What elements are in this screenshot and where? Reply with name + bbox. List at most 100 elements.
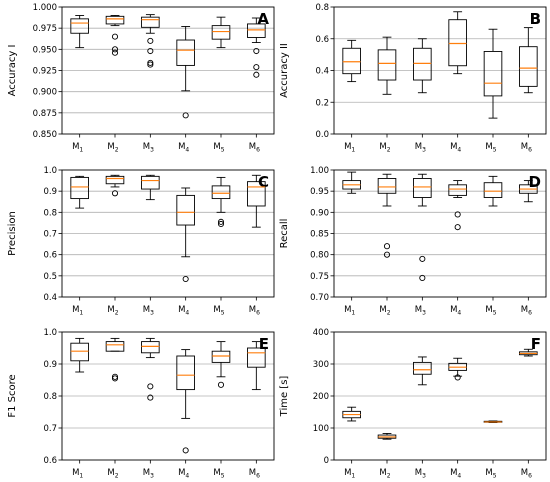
outlier-point (253, 47, 260, 55)
panel-c-ytick-label: 0.7 (43, 230, 57, 240)
panel-d-xtick-label: M4 (450, 305, 461, 317)
iqr-box (247, 347, 266, 368)
outlier-point (111, 33, 119, 40)
panel-c-box-m4 (176, 187, 195, 283)
panel-d-xtick-label: M5 (485, 305, 496, 317)
panel-b-xtick-label: M3 (415, 142, 426, 154)
panel-c-box-m5 (211, 176, 231, 228)
iqr-box (448, 19, 467, 67)
panel-f-ytick-label: 100 (313, 424, 329, 434)
panel-d-ytick-label: 1.00 (310, 166, 329, 176)
outlier-point (111, 49, 119, 56)
panel-c-ytick-label: 0.4 (43, 293, 57, 303)
outlier-point (454, 224, 461, 231)
panel-b-box-m2 (377, 36, 397, 95)
panel-e-box-m5 (211, 341, 231, 388)
outlier-point (383, 251, 391, 258)
panel-c-xtick-label: M5 (213, 305, 224, 317)
panel-e-letter: E (259, 335, 269, 353)
panel-d-axes-frame (333, 169, 547, 298)
panel-a-xtick-label: M5 (213, 142, 224, 154)
panel-b-ylabel: Accuracy II (279, 43, 290, 98)
iqr-box (141, 175, 160, 190)
panel-b-box-m5 (483, 28, 503, 119)
panel-e-ytick-label: 0.6 (43, 456, 57, 466)
iqr-box (448, 184, 467, 196)
panel-c-xtick-label: M6 (249, 305, 260, 317)
panel-a-ytick-label: 0.875 (33, 109, 57, 119)
panel-c-box-m2 (105, 174, 125, 197)
panel-f-xtick-label: M4 (450, 468, 461, 480)
panel-a-box-m2 (105, 15, 125, 56)
panel-b-ytick-label: 0.0 (315, 130, 329, 140)
panel-a-xtick-label: M1 (72, 142, 83, 154)
iqr-box (247, 23, 266, 38)
panel-c-xtick-label: M1 (72, 305, 83, 317)
panel-e-xtick-label: M4 (178, 468, 189, 480)
panel-e-xtick-label: M3 (143, 468, 154, 480)
panel-c-box-m3 (141, 174, 160, 201)
iqr-box (413, 178, 432, 198)
panel-b-letter: B (530, 10, 541, 28)
panel-c-box-m1 (70, 175, 89, 209)
panel-c-axes-frame (61, 169, 275, 298)
iqr-box (483, 182, 503, 198)
panel-f-xtick-label: M1 (344, 468, 355, 480)
outlier-point (419, 274, 426, 282)
iqr-box (342, 47, 361, 75)
panel-a-letter: A (257, 10, 269, 28)
panel-b-xtick-label: M5 (485, 142, 496, 154)
panel-d-ytick-label: 0.85 (310, 230, 329, 240)
panel-e-xtick-label: M6 (249, 468, 260, 480)
iqr-box (483, 51, 503, 97)
panel-b-box-m6 (519, 27, 538, 94)
panel-f-axes-frame (333, 331, 547, 461)
panel-d: 0.70 0.75 0.80 0.85 0.90 0.95 1.00 Recall D M1 M2 M… (279, 166, 547, 317)
panel-f-xtick-label: M2 (379, 468, 390, 480)
iqr-box (70, 342, 89, 362)
panel-a-ytick-label: 0.950 (33, 45, 57, 55)
iqr-box (176, 355, 195, 391)
panel-d-box-m3 (413, 173, 432, 282)
outlier-point (217, 381, 225, 388)
iqr-box (176, 194, 195, 226)
panel-b-box-m4 (448, 11, 467, 75)
outlier-point (147, 394, 154, 401)
panel-e-xtick-label: M2 (107, 468, 118, 480)
panel-d-box-m5 (483, 175, 503, 207)
panel-b-xtick-label: M4 (450, 142, 461, 154)
panel-f-ylabel: Time [s] (279, 376, 290, 418)
panel-f-box-m1 (342, 406, 361, 422)
iqr-box (377, 49, 397, 81)
outlier-point (217, 218, 225, 225)
panel-d-ytick-label: 0.90 (310, 208, 329, 218)
iqr-box (176, 39, 195, 66)
panel-b-xtick-label: M2 (379, 142, 390, 154)
panel-f-ytick-label: 0 (324, 456, 329, 466)
outlier-point (182, 112, 189, 119)
outlier-point (182, 275, 189, 283)
panel-e-ylabel: F1 Score (7, 374, 18, 417)
panel-a-xtick-label: M3 (143, 142, 154, 154)
outlier-point (454, 374, 461, 381)
outlier-point (111, 190, 119, 197)
iqr-box (211, 25, 231, 40)
panel-d-letter: D (529, 173, 541, 191)
panel-a-axes-frame (61, 6, 275, 135)
panel-f-box-m6 (519, 348, 538, 357)
outlier-point (217, 220, 225, 228)
outlier-point (383, 243, 391, 250)
iqr-box (211, 185, 231, 200)
panel-f-ytick-label: 300 (313, 360, 329, 370)
panel-c-ylabel: Precision (7, 211, 18, 256)
panel-a-box-m5 (211, 16, 231, 49)
panel-f-box-m5 (483, 420, 503, 424)
outlier-point (147, 37, 154, 44)
panel-e-box-m3 (141, 337, 160, 401)
iqr-box (105, 15, 125, 25)
iqr-box (105, 341, 125, 352)
panel-e-ytick-label: 0.8 (43, 392, 57, 402)
iqr-box (141, 341, 160, 354)
iqr-box (519, 46, 538, 87)
